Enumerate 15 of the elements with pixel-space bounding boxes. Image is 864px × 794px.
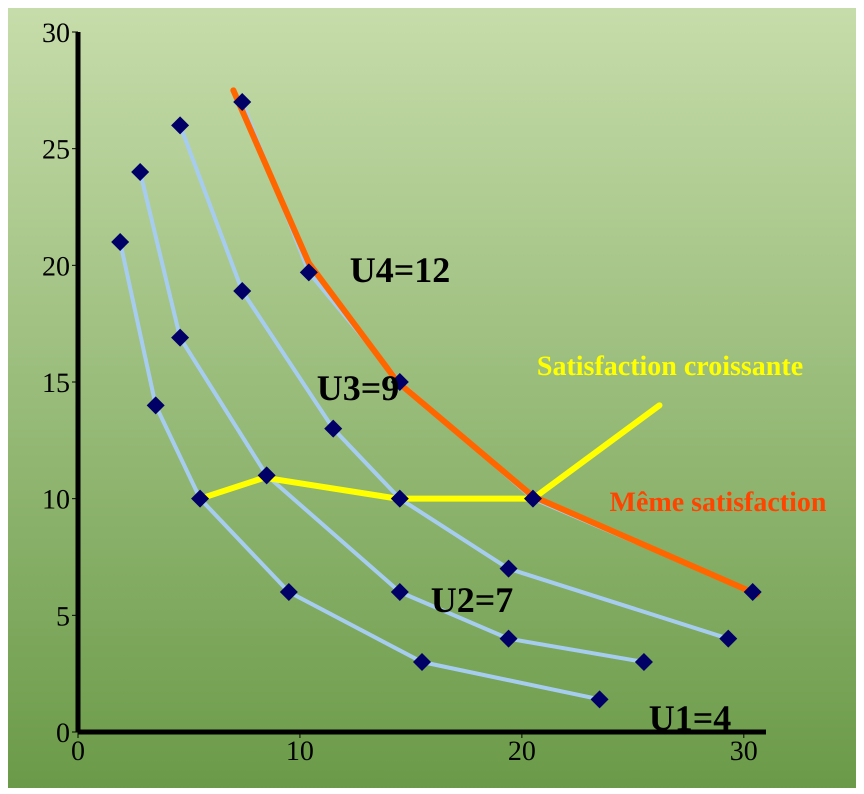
y-tick-label: 30 xyxy=(42,18,70,49)
y-tick-label: 20 xyxy=(42,251,70,282)
annotation: U3=9 xyxy=(316,367,400,409)
annotation: U1=4 xyxy=(648,697,732,739)
annotation: U4=12 xyxy=(350,249,450,291)
x-tick-label: 20 xyxy=(508,736,536,767)
x-tick-label: 30 xyxy=(730,736,758,767)
x-tick-label: 10 xyxy=(286,736,314,767)
annotation: Même satisfaction xyxy=(610,487,826,519)
y-tick-label: 25 xyxy=(42,134,70,166)
y-tick-label: 10 xyxy=(42,484,70,516)
annotation: U2=7 xyxy=(430,579,514,621)
annotation: Satisfaction croissante xyxy=(536,351,804,383)
y-tick-label: 5 xyxy=(56,601,70,632)
y-tick-label: 15 xyxy=(42,368,70,399)
